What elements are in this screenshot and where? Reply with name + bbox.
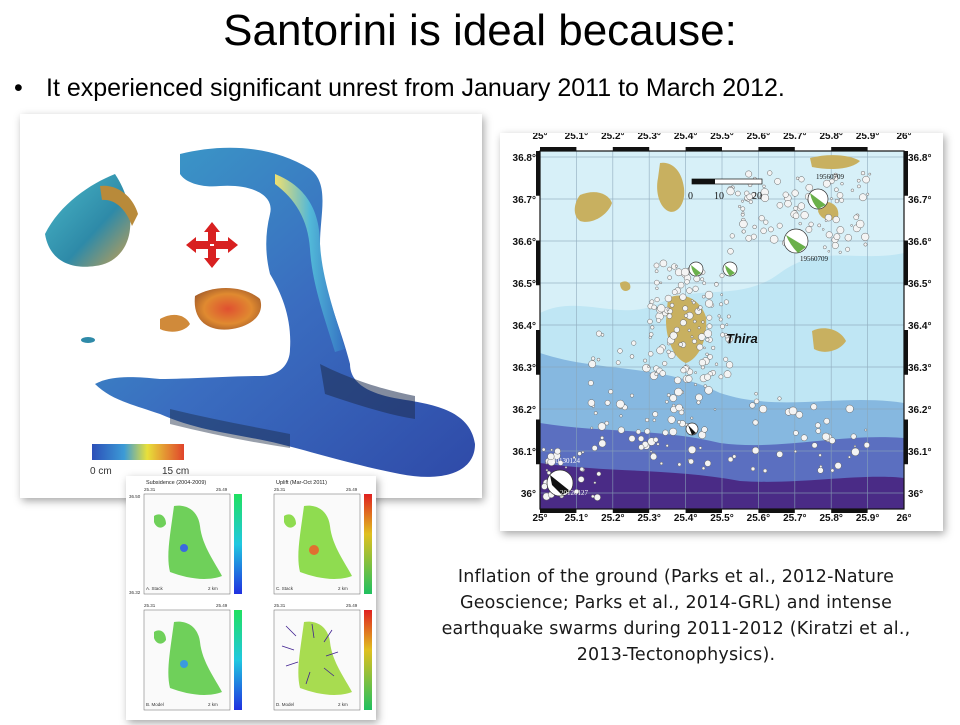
lon-tick-label-top: 25.3° — [637, 133, 660, 142]
event-label: 20120127 — [560, 489, 589, 497]
lon-tick-label-top: 25.4° — [674, 133, 697, 142]
lat-tick-label-left: 36.8° — [513, 153, 536, 164]
svg-text:25.31: 25.31 — [274, 603, 286, 608]
deformation-map-image: 0 cm 15 cm — [20, 114, 482, 498]
lon-tick-label-bottom: 25.5° — [710, 513, 733, 524]
lat-tick-label-left: 36.4° — [513, 321, 536, 332]
lon-tick-label-top: 25.9° — [856, 133, 879, 142]
lon-tick-label-bottom: 26° — [896, 513, 911, 524]
insar-panel-b: 25.31 25.49 B. Model 2 km — [143, 603, 242, 711]
slide-title: Santorini is ideal because: — [223, 6, 737, 55]
lon-tick-label-top: 26° — [896, 133, 911, 142]
figure-caption: Inflation of the ground (Parks et al., 2… — [441, 567, 911, 665]
insar-panel-d: 25.31 25.49 D. Model 2 km — [273, 603, 372, 711]
lat-tick-label-right: 36.4° — [908, 321, 931, 332]
svg-text:2 km: 2 km — [338, 586, 348, 591]
colorbar-min-label: 0 cm — [90, 466, 112, 477]
svg-text:36.32: 36.32 — [129, 590, 141, 595]
svg-text:A. Stack: A. Stack — [146, 586, 164, 591]
scale-label-20: 20 — [752, 191, 762, 202]
lat-tick-label-right: 36° — [908, 489, 923, 500]
insar-panels-image: Subsidence (2004-2009) Uplift (Mar-Oct 2… — [126, 476, 376, 720]
lat-tick-label-right: 36.2° — [908, 405, 931, 416]
svg-text:25.31: 25.31 — [274, 487, 286, 492]
bullet-marker: • — [14, 74, 23, 102]
lon-tick-label-top: 25.1° — [565, 133, 588, 142]
lon-tick-label-top: 25° — [532, 133, 547, 142]
lat-tick-label-right: 36.7° — [908, 195, 931, 206]
seismicity-figure: Thira 0 10 20 19560709 19560709 20130124… — [500, 131, 943, 531]
svg-text:C. Stack: C. Stack — [276, 586, 294, 591]
event-label: 20130124 — [552, 457, 581, 465]
thira-label: Thira — [726, 331, 758, 346]
lon-tick-label-bottom: 25.7° — [783, 513, 806, 524]
lon-tick-label-bottom: 25.6° — [747, 513, 770, 524]
map-scale-bar: 0 10 20 — [688, 178, 763, 202]
lon-tick-label-bottom: 25.4° — [674, 513, 697, 524]
lon-tick-label-top: 25.6° — [747, 133, 770, 142]
lat-tick-label-left: 36.3° — [513, 363, 536, 374]
deformation-figure: 0 cm 15 cm — [20, 114, 482, 498]
panel-title-uplift: Uplift (Mar-Oct 2011) — [276, 480, 327, 486]
scale-label-0: 0 — [688, 191, 693, 202]
insar-figure: Subsidence (2004-2009) Uplift (Mar-Oct 2… — [126, 476, 376, 720]
svg-text:2 km: 2 km — [208, 702, 218, 707]
colorbar-max-label: 15 cm — [162, 466, 189, 477]
event-label: 19560709 — [816, 173, 845, 181]
lat-tick-label-right: 36.1° — [908, 447, 931, 458]
lon-tick-label-top: 25.2° — [601, 133, 624, 142]
svg-text:25.31: 25.31 — [144, 487, 156, 492]
svg-text:25.49: 25.49 — [346, 603, 358, 608]
nea-kameni-island — [194, 288, 262, 330]
lat-tick-label-left: 36.2° — [513, 405, 536, 416]
lat-tick-label-left: 36.5° — [513, 279, 536, 290]
bullet-item: • It experienced significant unrest from… — [14, 70, 944, 106]
lon-tick-label-bottom: 25.1° — [565, 513, 588, 524]
svg-text:25.49: 25.49 — [346, 487, 358, 492]
lon-tick-label-top: 25.5° — [710, 133, 733, 142]
svg-text:36.50: 36.50 — [129, 494, 141, 499]
svg-text:2 km: 2 km — [338, 702, 348, 707]
seismicity-map-image: Thira 0 10 20 19560709 19560709 20130124… — [500, 131, 943, 531]
panel-title-subsidence: Subsidence (2004-2009) — [146, 480, 206, 486]
svg-text:25.31: 25.31 — [144, 603, 156, 608]
lat-tick-label-right: 36.3° — [908, 363, 931, 374]
event-label: 19560709 — [800, 255, 829, 263]
lon-tick-label-bottom: 25.8° — [819, 513, 842, 524]
focal-mechanism-icon — [546, 188, 829, 497]
svg-text:25.49: 25.49 — [216, 487, 228, 492]
bullet-text: It experienced significant unrest from J… — [46, 74, 785, 102]
svg-text:D. Model: D. Model — [276, 702, 294, 707]
lon-tick-label-top: 25.7° — [783, 133, 806, 142]
insar-panel-a: 25.31 25.49 36.50 36.32 A. Stack 2 km — [129, 487, 242, 595]
lat-tick-label-left: 36.7° — [513, 195, 536, 206]
lon-tick-label-bottom: 25.2° — [601, 513, 624, 524]
lon-tick-label-bottom: 25.3° — [637, 513, 660, 524]
deformation-colorbar — [92, 444, 184, 460]
insar-panel-c: 25.31 25.49 C. Stack 2 km — [273, 487, 372, 595]
svg-text:B. Model: B. Model — [146, 702, 164, 707]
lat-tick-label-right: 36.5° — [908, 279, 931, 290]
lat-tick-label-right: 36.6° — [908, 237, 931, 248]
scale-label-10: 10 — [714, 191, 724, 202]
inflation-arrows-icon — [186, 222, 238, 268]
lat-tick-label-left: 36.1° — [513, 447, 536, 458]
svg-text:2 km: 2 km — [208, 586, 218, 591]
lon-tick-label-bottom: 25° — [532, 513, 547, 524]
lat-tick-label-right: 36.8° — [908, 153, 931, 164]
lat-tick-label-left: 36° — [521, 489, 536, 500]
lon-tick-label-top: 25.8° — [819, 133, 842, 142]
svg-text:25.49: 25.49 — [216, 603, 228, 608]
lat-tick-label-left: 36.6° — [513, 237, 536, 248]
lon-tick-label-bottom: 25.9° — [856, 513, 879, 524]
